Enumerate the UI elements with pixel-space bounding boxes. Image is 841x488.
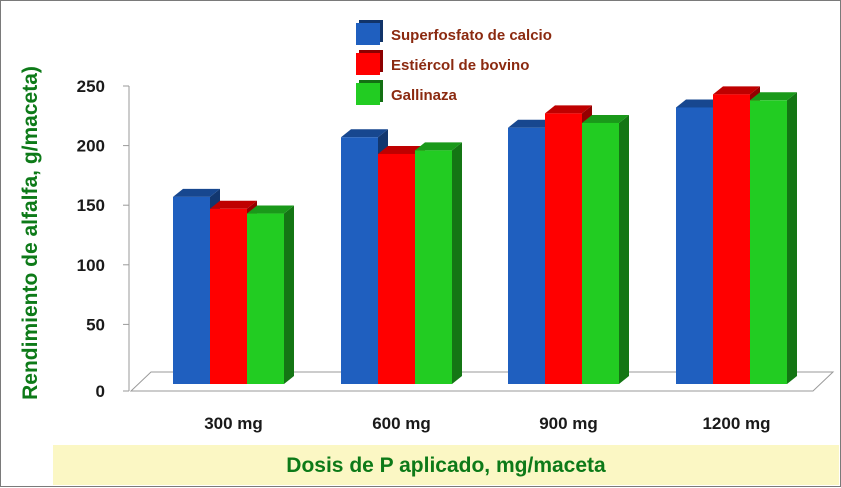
bar-front	[713, 94, 750, 385]
x-tick-label: 300 mg	[204, 414, 263, 433]
x-axis-label: Dosis de P aplicado, mg/maceta	[286, 454, 606, 477]
legend-swatch	[356, 23, 380, 45]
bar-front	[210, 208, 247, 384]
bar-top	[341, 129, 388, 138]
bar-side	[619, 114, 629, 385]
bar-top	[582, 114, 629, 123]
y-tick-label: 250	[77, 77, 105, 96]
legend-swatch	[356, 83, 380, 105]
bar-front	[173, 196, 210, 384]
bar-top	[545, 105, 592, 114]
bar-top	[247, 205, 294, 214]
y-tick-label: 150	[77, 196, 105, 215]
legend-swatch	[356, 53, 380, 75]
bar-front	[676, 107, 713, 385]
bar	[750, 92, 797, 384]
x-tick-label: 1200 mg	[702, 414, 770, 433]
bar-front	[750, 100, 787, 384]
bar-front	[582, 122, 619, 385]
legend-label: Estiércol de bovino	[391, 57, 529, 74]
bar	[415, 142, 462, 384]
bar	[247, 205, 294, 384]
x-tick-label: 600 mg	[372, 414, 431, 433]
bar-front	[415, 150, 452, 384]
x-axis-label-box: Dosis de P aplicado, mg/maceta	[53, 445, 839, 485]
y-tick-label: 100	[77, 256, 105, 275]
y-tick-label: 200	[77, 137, 105, 156]
y-tick-label: 0	[96, 382, 105, 401]
bar-front	[508, 127, 545, 384]
bar-side	[284, 205, 294, 384]
bar-top	[676, 99, 723, 108]
bar-top	[210, 200, 257, 209]
bar-top	[713, 86, 760, 95]
bar-side	[787, 92, 797, 384]
legend-entry: Estiércol de bovino	[356, 50, 529, 75]
bar-front	[341, 137, 378, 384]
legend-label: Superfosfato de calcio	[391, 27, 552, 44]
bar-front	[545, 113, 582, 384]
legend-label: Gallinaza	[391, 87, 458, 104]
x-tick-label: 900 mg	[539, 414, 598, 433]
y-axis-label: Rendimiento de alfalfa, g/maceta)	[19, 66, 42, 400]
y-tick-label: 50	[86, 315, 105, 334]
bar-front	[247, 213, 284, 384]
bar-top	[173, 188, 220, 197]
bar-top	[750, 92, 797, 101]
bar-top	[508, 119, 555, 128]
bar-front	[378, 153, 415, 384]
bar-top	[415, 142, 462, 151]
bar-top	[378, 145, 425, 154]
legend-entry: Superfosfato de calcio	[356, 20, 552, 45]
bar	[582, 114, 629, 385]
legend-entry: Gallinaza	[356, 80, 458, 105]
bar-side	[452, 142, 462, 384]
